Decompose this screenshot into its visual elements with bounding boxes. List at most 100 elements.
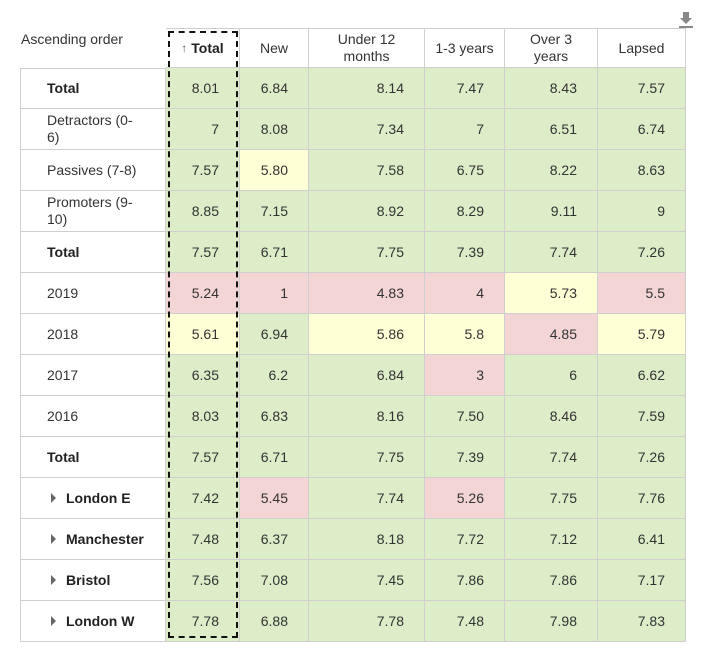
value-cell: 1 <box>240 273 309 314</box>
row-label: 2017 <box>20 355 166 396</box>
value-cell: 7.45 <box>309 560 425 601</box>
value-cell: 7.98 <box>505 601 598 642</box>
value-cell: 7.75 <box>309 232 425 273</box>
value-cell: 6.37 <box>240 519 309 560</box>
value-cell: 7.17 <box>598 560 686 601</box>
row-label: 2019 <box>20 273 166 314</box>
value-cell: 7.15 <box>240 191 309 232</box>
value-cell: 8.16 <box>309 396 425 437</box>
value-cell: 6.51 <box>505 109 598 150</box>
value-cell: 7.42 <box>166 478 240 519</box>
row-label-text: Detractors (0-6) <box>47 112 133 145</box>
row-label-text: Bristol <box>66 571 111 588</box>
value-cell: 6 <box>505 355 598 396</box>
value-cell: 5.80 <box>240 150 309 191</box>
row-label-text: 2017 <box>47 366 79 383</box>
value-cell: 7.78 <box>166 601 240 642</box>
value-cell: 6.35 <box>166 355 240 396</box>
expand-arrow[interactable] <box>51 616 56 626</box>
value-cell: 8.03 <box>166 396 240 437</box>
value-cell: 7.58 <box>309 150 425 191</box>
value-cell: 4 <box>425 273 505 314</box>
value-cell: 7.57 <box>598 68 686 109</box>
row-label: Total <box>20 232 166 273</box>
expand-arrow[interactable] <box>51 534 56 544</box>
value-cell: 7.39 <box>425 232 505 273</box>
value-cell: 8.46 <box>505 396 598 437</box>
row-label-text: 2016 <box>47 407 79 424</box>
column-header[interactable]: ↑ Total <box>166 28 240 68</box>
expand-arrow[interactable] <box>51 493 56 503</box>
value-cell: 6.75 <box>425 150 505 191</box>
sort-arrow: ↑ <box>181 40 188 55</box>
value-cell: 6.84 <box>309 355 425 396</box>
value-cell: 5.86 <box>309 314 425 355</box>
expand-arrow[interactable] <box>51 575 56 585</box>
value-cell: 8.92 <box>309 191 425 232</box>
value-cell: 5.45 <box>240 478 309 519</box>
row-label[interactable]: London W <box>20 601 166 642</box>
row-label: Detractors (0-6) <box>20 109 166 150</box>
value-cell: 8.85 <box>166 191 240 232</box>
value-cell: 7.56 <box>166 560 240 601</box>
value-cell: 8.18 <box>309 519 425 560</box>
value-cell: 7.83 <box>598 601 686 642</box>
download-icon[interactable] <box>678 11 694 29</box>
row-label[interactable]: Bristol <box>20 560 166 601</box>
column-header[interactable]: New <box>240 28 309 68</box>
row-label[interactable]: London E <box>20 478 166 519</box>
value-cell: 7.26 <box>598 232 686 273</box>
row-label-text: Passives (7-8) <box>47 161 137 178</box>
value-cell: 7.75 <box>505 478 598 519</box>
value-cell: 7.74 <box>309 478 425 519</box>
row-label[interactable]: Manchester <box>20 519 166 560</box>
value-cell: 7.12 <box>505 519 598 560</box>
column-header[interactable]: Over 3 years <box>505 28 598 68</box>
value-cell: 6.71 <box>240 232 309 273</box>
value-cell: 4.83 <box>309 273 425 314</box>
column-header[interactable]: 1-3 years <box>425 28 505 68</box>
column-header-text: Lapsed <box>618 39 665 56</box>
value-cell: 7.86 <box>425 560 505 601</box>
column-header-text: Over 3 years <box>529 31 572 64</box>
value-cell: 4.85 <box>505 314 598 355</box>
value-cell: 6.83 <box>240 396 309 437</box>
value-cell: 9.11 <box>505 191 598 232</box>
value-cell: 7.26 <box>598 437 686 478</box>
value-cell: 6.62 <box>598 355 686 396</box>
value-cell: 7.72 <box>425 519 505 560</box>
value-cell: 7.78 <box>309 601 425 642</box>
value-cell: 8.22 <box>505 150 598 191</box>
value-cell: 7 <box>425 109 505 150</box>
value-cell: 6.41 <box>598 519 686 560</box>
value-cell: 7.74 <box>505 437 598 478</box>
row-label: Total <box>20 437 166 478</box>
value-cell: 8.63 <box>598 150 686 191</box>
value-cell: 7.50 <box>425 396 505 437</box>
value-cell: 7.48 <box>166 519 240 560</box>
column-header[interactable]: Lapsed <box>598 28 686 68</box>
value-cell: 7.48 <box>425 601 505 642</box>
value-cell: 3 <box>425 355 505 396</box>
column-header-text: Under 12 months <box>337 31 396 64</box>
value-cell: 7.74 <box>505 232 598 273</box>
row-label: 2016 <box>20 396 166 437</box>
column-header-text: 1-3 years <box>435 39 494 56</box>
column-header-text: Total <box>191 39 224 56</box>
row-label-text: London E <box>66 489 131 506</box>
row-label: 2018 <box>20 314 166 355</box>
column-header[interactable]: Under 12 months <box>309 28 425 68</box>
value-cell: 7.39 <box>425 437 505 478</box>
value-cell: 5.79 <box>598 314 686 355</box>
value-cell: 5.61 <box>166 314 240 355</box>
value-cell: 7.34 <box>309 109 425 150</box>
value-cell: 7.57 <box>166 150 240 191</box>
value-cell: 7.57 <box>166 437 240 478</box>
row-label-text: 2018 <box>47 325 79 342</box>
row-label: Total <box>20 68 166 109</box>
value-cell: 7 <box>166 109 240 150</box>
value-cell: 8.08 <box>240 109 309 150</box>
value-cell: 8.43 <box>505 68 598 109</box>
